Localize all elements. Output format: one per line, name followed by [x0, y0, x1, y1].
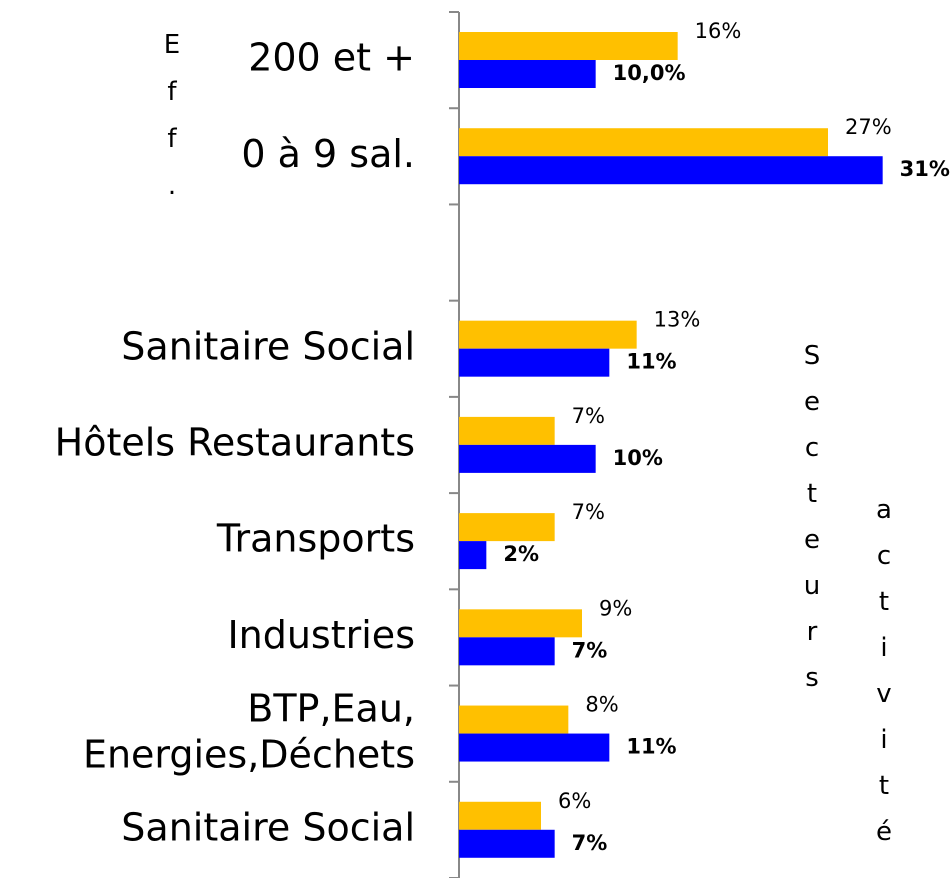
value-label: 9% — [599, 596, 632, 620]
value-label: 8% — [585, 693, 618, 717]
value-label: 10,0% — [613, 61, 686, 85]
value-label: 7% — [572, 404, 605, 428]
bar — [459, 705, 569, 734]
y-tick-label: Industries — [227, 613, 415, 657]
bar — [459, 320, 637, 349]
y-tick-label: 0 à 9 sal. — [241, 132, 415, 176]
value-label: 6% — [558, 789, 591, 813]
bar — [459, 156, 883, 185]
bar — [459, 801, 541, 830]
value-label: 7% — [572, 831, 608, 855]
y-tick-label: BTP,Eau, Energies,Déchets — [83, 686, 415, 776]
bar — [459, 416, 555, 445]
value-label: 11% — [626, 735, 676, 759]
value-label: 10% — [613, 446, 663, 470]
y-tick-label: 200 et + — [248, 36, 415, 80]
bar — [459, 348, 610, 377]
value-label: 13% — [654, 308, 701, 332]
value-label: 27% — [845, 115, 892, 139]
bar — [459, 733, 610, 762]
value-label: 7% — [572, 638, 608, 662]
bar — [459, 513, 555, 542]
y-tick-label: Hôtels Restaurants — [55, 421, 415, 465]
bar — [459, 541, 487, 570]
bar — [459, 637, 555, 666]
bar — [459, 609, 582, 638]
value-label: 31% — [900, 157, 950, 181]
bar — [459, 829, 555, 858]
value-label: 11% — [626, 350, 676, 374]
bar — [459, 32, 678, 60]
y-tick-label: Sanitaire Social — [121, 805, 415, 849]
value-label: 7% — [572, 500, 605, 524]
y-tick-label: Sanitaire Social — [121, 324, 415, 368]
bar — [459, 444, 596, 473]
value-label: 2% — [503, 542, 539, 566]
y-tick-label: Transports — [216, 517, 415, 561]
bar — [459, 60, 596, 88]
bar — [459, 128, 828, 157]
value-label: 16% — [695, 19, 742, 43]
